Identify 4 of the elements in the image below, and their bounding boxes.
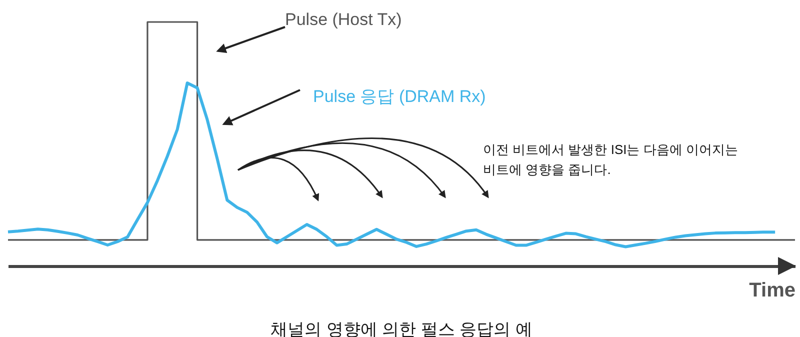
x-axis-title: Time [749, 280, 796, 302]
text: Pulse 응답 (DRAM Rx) [313, 87, 486, 106]
annotation: 이전 비트에서 발생한 ISI는 다음에 이어지는 비트에 영향을 줍니다. [483, 142, 738, 177]
text: Pulse (Host Tx) [285, 10, 402, 29]
